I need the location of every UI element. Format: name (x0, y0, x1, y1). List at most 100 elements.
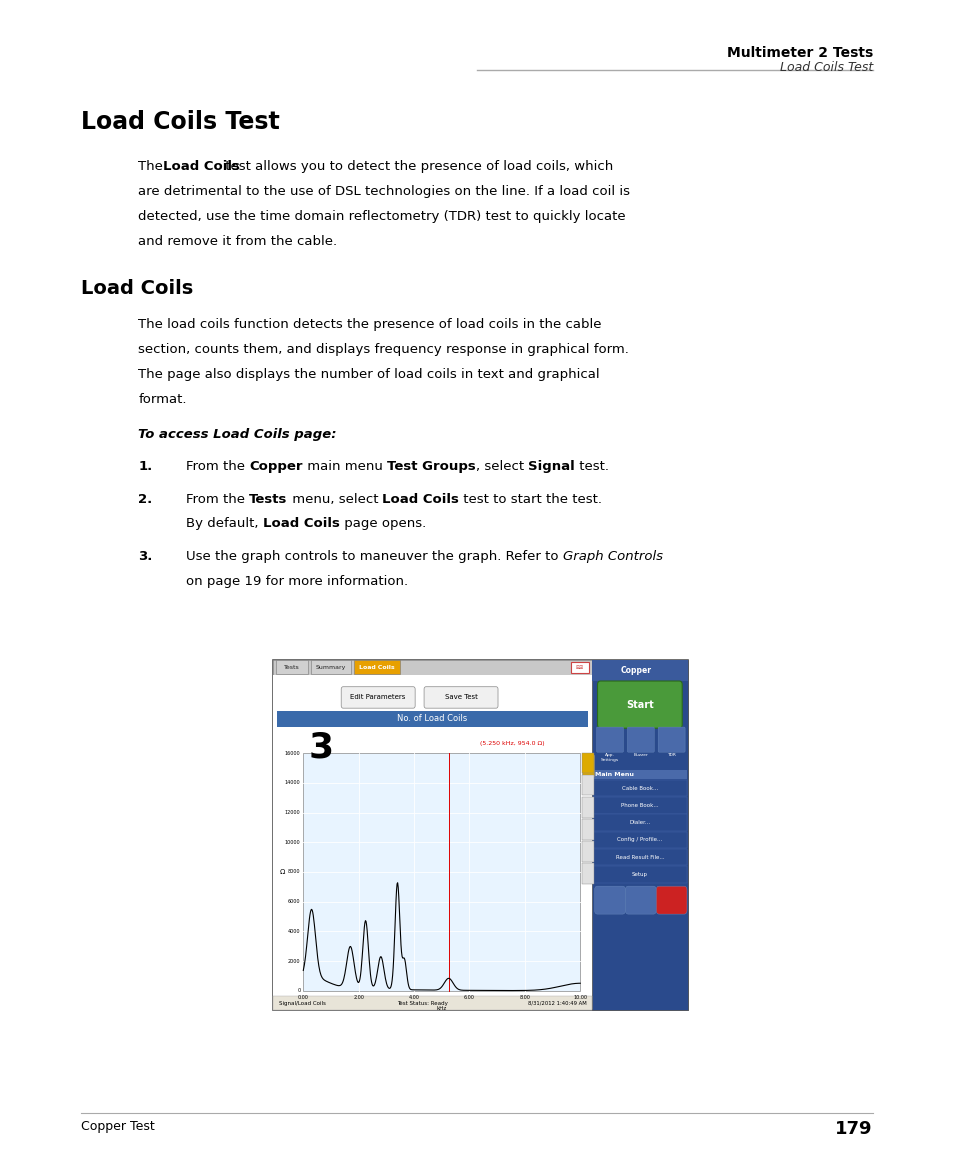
Text: (5.250 kHz, 954.0 Ω): (5.250 kHz, 954.0 Ω) (479, 741, 544, 746)
Text: kHz: kHz (436, 1006, 446, 1011)
Text: 4.00: 4.00 (408, 996, 419, 1000)
Text: Read Result File...: Read Result File... (615, 854, 663, 860)
Text: are detrimental to the use of DSL technologies on the line. If a load coil is: are detrimental to the use of DSL techno… (138, 184, 630, 198)
Text: on page 19 for more information.: on page 19 for more information. (186, 575, 408, 588)
Text: test allows you to detect the presence of load coils, which: test allows you to detect the presence o… (221, 160, 613, 173)
FancyBboxPatch shape (273, 659, 687, 1009)
Text: Ω: Ω (279, 869, 285, 875)
Text: Load Coils: Load Coils (358, 665, 395, 670)
Text: Setup: Setup (631, 872, 647, 877)
Text: 0.00: 0.00 (297, 996, 309, 1000)
FancyBboxPatch shape (597, 681, 681, 728)
Text: menu, select: menu, select (288, 493, 382, 505)
Text: 3.: 3. (138, 549, 152, 563)
FancyBboxPatch shape (273, 675, 591, 997)
Text: Dialer...: Dialer... (629, 821, 650, 825)
Text: TDR: TDR (666, 753, 676, 757)
Text: App.
Settings: App. Settings (600, 753, 618, 761)
Text: 6.00: 6.00 (463, 996, 475, 1000)
Text: 10.00: 10.00 (573, 996, 587, 1000)
FancyBboxPatch shape (581, 841, 594, 861)
Text: No. of Load Coils: No. of Load Coils (396, 714, 467, 723)
FancyBboxPatch shape (592, 797, 686, 814)
Text: 179: 179 (835, 1120, 872, 1138)
FancyBboxPatch shape (275, 659, 308, 673)
Text: 1.: 1. (138, 460, 152, 473)
Text: 0: 0 (297, 989, 300, 993)
FancyBboxPatch shape (591, 659, 687, 1009)
Text: Edit Parameters: Edit Parameters (350, 694, 405, 700)
Text: Multimeter 2 Tests: Multimeter 2 Tests (726, 46, 872, 60)
Text: Load Coils: Load Coils (162, 160, 239, 173)
FancyBboxPatch shape (341, 687, 415, 708)
FancyBboxPatch shape (570, 662, 588, 672)
FancyBboxPatch shape (273, 659, 591, 675)
FancyBboxPatch shape (592, 815, 686, 831)
Text: test to start the test.: test to start the test. (458, 493, 601, 505)
Text: From the: From the (186, 493, 249, 505)
Text: From the: From the (186, 460, 249, 473)
FancyBboxPatch shape (592, 848, 686, 866)
Text: main menu: main menu (302, 460, 387, 473)
Text: Signal: Signal (527, 460, 574, 473)
Text: To access Load Coils page:: To access Load Coils page: (138, 428, 336, 440)
Text: and remove it from the cable.: and remove it from the cable. (138, 234, 337, 248)
Text: Copper: Copper (249, 460, 302, 473)
FancyBboxPatch shape (592, 780, 686, 796)
FancyBboxPatch shape (658, 727, 684, 752)
FancyBboxPatch shape (581, 797, 594, 817)
Text: 12000: 12000 (285, 810, 300, 815)
Text: Main Menu: Main Menu (594, 772, 633, 777)
FancyBboxPatch shape (581, 775, 594, 795)
Text: section, counts them, and displays frequency response in graphical form.: section, counts them, and displays frequ… (138, 343, 629, 356)
Text: , select: , select (476, 460, 527, 473)
Text: 2.: 2. (138, 493, 152, 505)
Text: Tests: Tests (284, 665, 299, 670)
Text: Copper: Copper (620, 666, 651, 675)
FancyBboxPatch shape (581, 863, 594, 883)
Text: 4000: 4000 (288, 928, 300, 934)
Text: Phone Book...: Phone Book... (620, 803, 658, 808)
FancyBboxPatch shape (581, 756, 594, 777)
FancyBboxPatch shape (354, 659, 399, 673)
Text: Test Groups: Test Groups (387, 460, 476, 473)
Text: 2.00: 2.00 (353, 996, 364, 1000)
Text: format.: format. (138, 393, 187, 406)
Text: Load Coils Test: Load Coils Test (81, 110, 279, 134)
Text: 8/31/2012 1:40:49 AM: 8/31/2012 1:40:49 AM (528, 1000, 586, 1006)
FancyBboxPatch shape (311, 659, 351, 673)
FancyBboxPatch shape (581, 819, 594, 839)
Text: page opens.: page opens. (339, 517, 425, 531)
Text: Save Test: Save Test (444, 694, 477, 700)
FancyBboxPatch shape (656, 887, 686, 914)
FancyBboxPatch shape (303, 753, 579, 991)
Text: 10000: 10000 (285, 840, 300, 845)
Text: Config / Profile...: Config / Profile... (617, 837, 661, 843)
FancyBboxPatch shape (273, 996, 591, 1009)
Text: Buzzer: Buzzer (633, 753, 647, 757)
FancyBboxPatch shape (592, 866, 686, 883)
Text: 8.00: 8.00 (518, 996, 530, 1000)
Text: Load Coils Test: Load Coils Test (779, 61, 872, 74)
FancyBboxPatch shape (581, 753, 594, 773)
Text: Load Coils: Load Coils (81, 278, 193, 298)
Text: The: The (138, 160, 168, 173)
Text: Cable Book...: Cable Book... (621, 786, 658, 790)
Text: 3: 3 (308, 730, 333, 764)
Text: 16000: 16000 (285, 751, 300, 756)
FancyBboxPatch shape (627, 727, 654, 752)
FancyBboxPatch shape (591, 659, 687, 681)
Text: Use the graph controls to maneuver the graph. Refer to: Use the graph controls to maneuver the g… (186, 549, 562, 563)
Text: Tests: Tests (249, 493, 288, 505)
FancyBboxPatch shape (625, 887, 656, 914)
Text: test.: test. (574, 460, 608, 473)
Text: Copper Test: Copper Test (81, 1120, 154, 1132)
Text: detected, use the time domain reflectometry (TDR) test to quickly locate: detected, use the time domain reflectome… (138, 210, 625, 223)
Text: By default,: By default, (186, 517, 262, 531)
Text: 2000: 2000 (288, 958, 300, 963)
Text: The page also displays the number of load coils in text and graphical: The page also displays the number of loa… (138, 367, 599, 381)
Text: 14000: 14000 (285, 780, 300, 786)
FancyBboxPatch shape (276, 712, 587, 727)
Text: Summary: Summary (315, 665, 346, 670)
Text: ⊞⊞: ⊞⊞ (575, 665, 583, 670)
